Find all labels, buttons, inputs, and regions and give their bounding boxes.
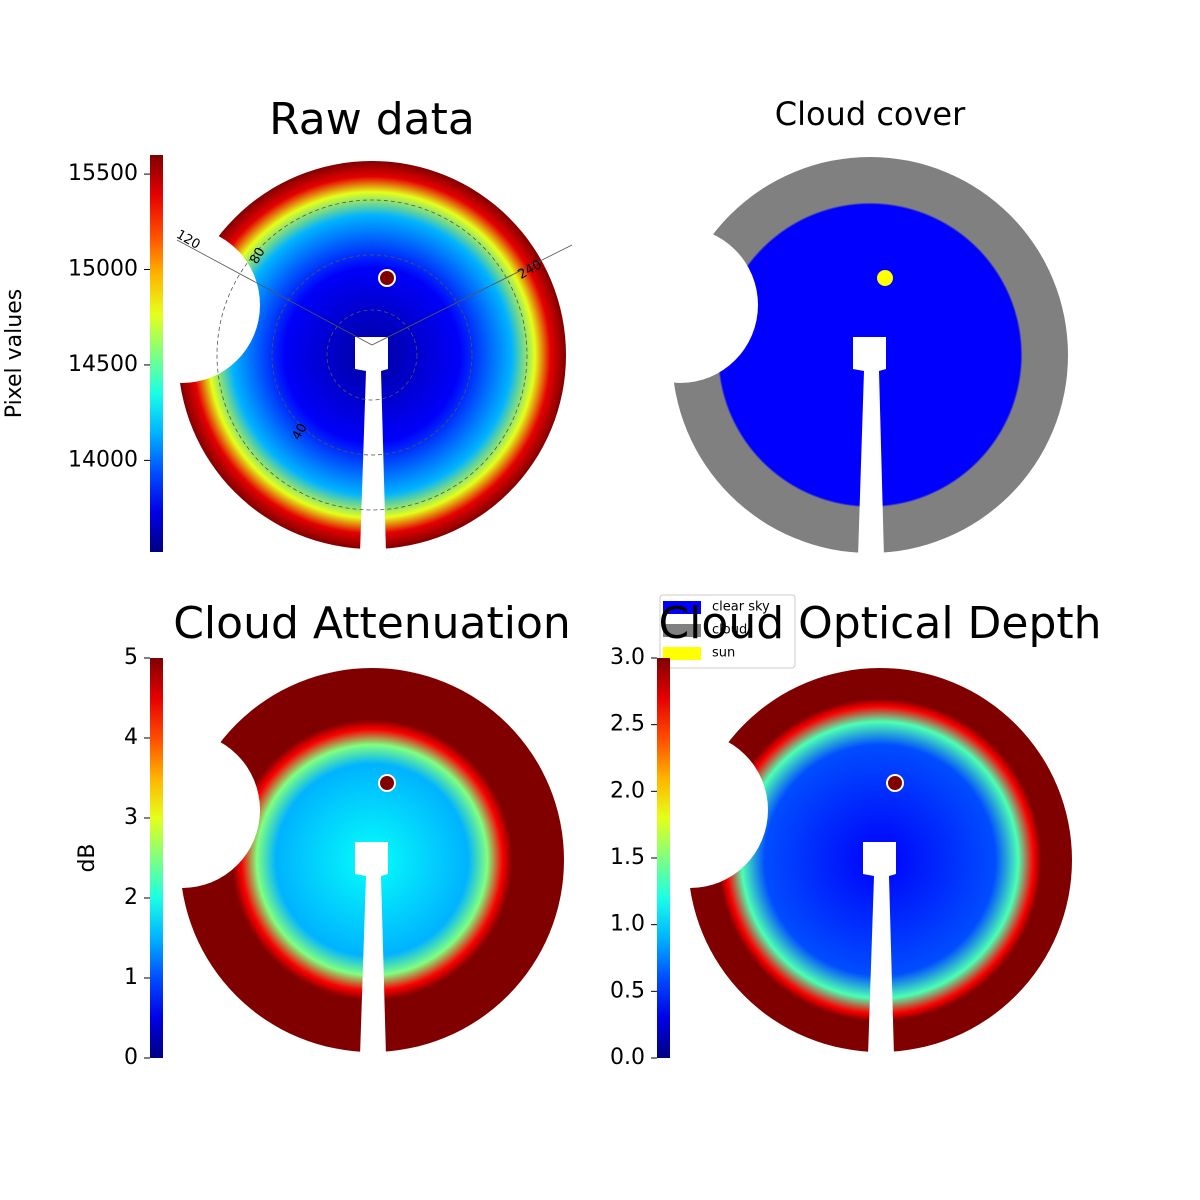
colorbar-tick-label: 5 (124, 645, 138, 670)
sun (378, 269, 396, 287)
sun (886, 774, 904, 792)
masked-region (863, 842, 896, 1056)
panel-title: Cloud Attenuation (173, 598, 571, 649)
colorbar (657, 658, 670, 1058)
sun (378, 774, 396, 792)
polar-grid (371, 244, 573, 346)
polar-grid (271, 254, 473, 456)
colorbar-label: dB (75, 843, 100, 872)
colorbar-tick-label: 1.5 (610, 845, 645, 870)
panel-title: Raw data (269, 94, 475, 145)
legend-swatch (663, 601, 701, 614)
polar-label: 40 (289, 421, 310, 443)
colorbar-label: Pixel values (2, 289, 27, 418)
polar-grid (176, 239, 373, 346)
colorbar-tick-label: 0 (124, 1045, 138, 1070)
masked-region (104, 227, 260, 383)
polar-grid (326, 309, 418, 401)
masked-region (602, 227, 758, 383)
legend-label: sun (712, 646, 735, 661)
colorbar-tick-label: 15000 (68, 257, 138, 282)
colorbar-tick-label: 14500 (68, 352, 138, 377)
colorbar-tick-label: 0.5 (610, 978, 645, 1003)
colorbar-tick-label: 2.5 (610, 712, 645, 737)
legend-label: clear sky (712, 600, 770, 615)
colorbar-tick-label: 1 (124, 965, 138, 990)
polar-grid (216, 199, 528, 511)
colorbar (150, 658, 163, 1058)
masked-region (355, 842, 388, 1056)
polar-label: 80 (247, 245, 268, 267)
masked-region (612, 732, 768, 888)
legend-label: cloud (712, 623, 747, 638)
panel-title: Cloud Optical Depth (658, 598, 1101, 649)
masked-region (853, 337, 886, 557)
colorbar-tick-label: 0.0 (610, 1045, 645, 1070)
colorbar-tick-label: 4 (124, 725, 138, 750)
panel-title: Cloud cover (775, 95, 966, 133)
colorbar-tick-label: 2.0 (610, 778, 645, 803)
legend-swatch (663, 647, 701, 660)
colorbar (150, 155, 163, 552)
masked-region (104, 732, 260, 888)
colorbar-tick-label: 1.0 (610, 912, 645, 937)
legend-swatch (663, 624, 701, 637)
colorbar-tick-label: 3.0 (610, 645, 645, 670)
masked-region (355, 337, 388, 553)
colorbar-tick-label: 3 (124, 805, 138, 830)
colorbar-tick-label: 15500 (68, 161, 138, 186)
sun (877, 270, 893, 286)
colorbar-tick-label: 14000 (68, 447, 138, 472)
colorbar-tick-label: 2 (124, 885, 138, 910)
